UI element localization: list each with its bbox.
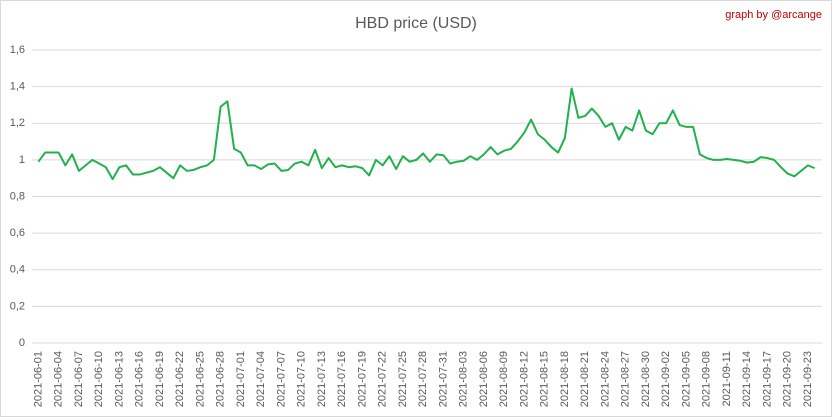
x-tick-label: 2021-09-23 bbox=[802, 351, 814, 407]
x-tick-label: 2021-09-05 bbox=[680, 351, 692, 407]
x-tick-label: 2021-08-27 bbox=[620, 351, 632, 407]
x-tick-label: 2021-06-04 bbox=[53, 351, 65, 407]
y-tick-label: 0,6 bbox=[10, 227, 25, 239]
y-tick-label: 1,2 bbox=[10, 117, 25, 129]
x-tick-label: 2021-07-13 bbox=[316, 351, 328, 407]
y-tick-label: 0,4 bbox=[10, 264, 25, 276]
x-tick-label: 2021-06-28 bbox=[215, 351, 227, 407]
x-tick-label: 2021-06-13 bbox=[113, 351, 125, 407]
x-tick-label: 2021-07-28 bbox=[417, 351, 429, 407]
x-tick-label: 2021-06-10 bbox=[93, 351, 105, 407]
x-tick-label: 2021-08-30 bbox=[640, 351, 652, 407]
x-tick-label: 2021-09-14 bbox=[741, 351, 753, 407]
x-tick-label: 2021-07-31 bbox=[437, 351, 449, 407]
x-tick-label: 2021-08-12 bbox=[518, 351, 530, 407]
x-tick-label: 2021-07-16 bbox=[336, 351, 348, 407]
x-tick-label: 2021-09-08 bbox=[701, 351, 713, 407]
x-tick-label: 2021-07-22 bbox=[377, 351, 389, 407]
x-tick-label: 2021-07-04 bbox=[255, 351, 267, 407]
x-tick-label: 2021-06-19 bbox=[154, 351, 166, 407]
x-tick-label: 2021-06-16 bbox=[134, 351, 146, 407]
x-tick-label: 2021-09-17 bbox=[761, 351, 773, 407]
x-tick-label: 2021-09-02 bbox=[660, 351, 672, 407]
x-tick-label: 2021-08-24 bbox=[599, 351, 611, 407]
chart-title: HBD price (USD) bbox=[355, 15, 477, 32]
x-tick-label: 2021-06-01 bbox=[32, 351, 44, 407]
x-tick-label: 2021-06-22 bbox=[174, 351, 186, 407]
x-tick-label: 2021-07-10 bbox=[296, 351, 308, 407]
x-tick-label: 2021-06-07 bbox=[73, 351, 85, 407]
x-tick-label: 2021-08-18 bbox=[559, 351, 571, 407]
x-tick-label: 2021-08-15 bbox=[539, 351, 551, 407]
y-tick-label: 0,2 bbox=[10, 300, 25, 312]
x-tick-label: 2021-08-03 bbox=[458, 351, 470, 407]
credit: graph by @arcange bbox=[725, 9, 822, 21]
x-tick-label: 2021-06-25 bbox=[194, 351, 206, 407]
x-tick-label: 2021-08-09 bbox=[498, 351, 510, 407]
x-tick-label: 2021-09-11 bbox=[721, 351, 733, 406]
x-tick-label: 2021-08-06 bbox=[478, 351, 490, 407]
x-tick-label: 2021-07-19 bbox=[356, 351, 368, 407]
x-tick-label: 2021-07-25 bbox=[397, 351, 409, 407]
price-line bbox=[37, 87, 816, 181]
y-tick-label: 1 bbox=[19, 154, 25, 166]
y-tick-label: 0,8 bbox=[10, 190, 25, 202]
x-tick-label: 2021-07-07 bbox=[275, 351, 287, 407]
x-tick-label: 2021-09-20 bbox=[782, 351, 794, 407]
y-tick-label: 1,4 bbox=[10, 81, 25, 93]
y-tick-label: 1,6 bbox=[10, 44, 25, 56]
x-tick-label: 2021-07-01 bbox=[235, 351, 247, 407]
y-tick-label: 0 bbox=[19, 337, 25, 349]
x-tick-label: 2021-08-21 bbox=[579, 351, 591, 407]
